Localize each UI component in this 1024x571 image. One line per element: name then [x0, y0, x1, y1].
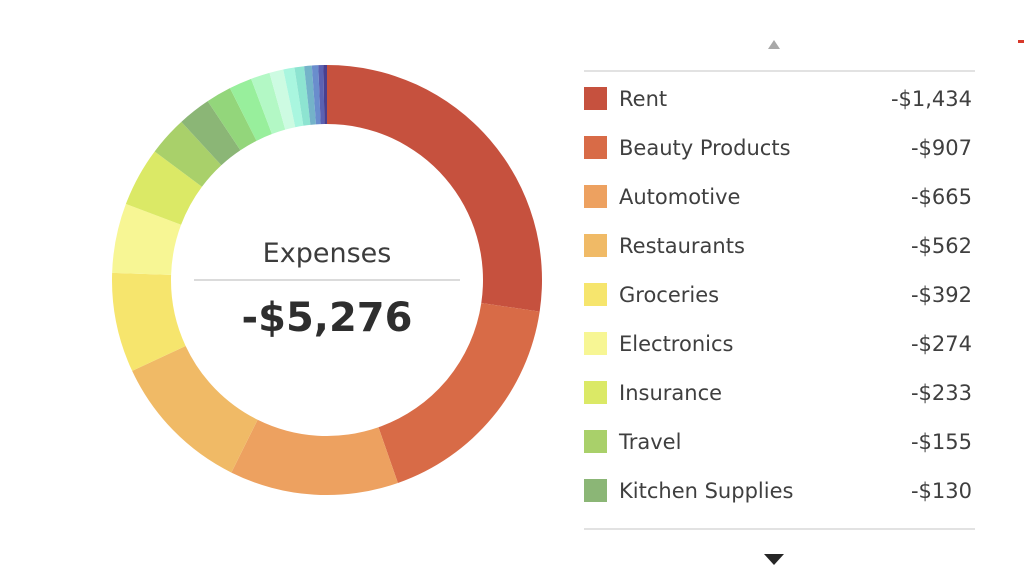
legend-divider-bottom	[584, 528, 975, 530]
donut-slice-other-11[interactable]	[251, 72, 286, 135]
legend-swatch	[584, 87, 607, 110]
legend-label: Beauty Products	[619, 135, 791, 160]
chart-title: Expenses	[263, 238, 392, 269]
donut-slice-groceries[interactable]	[112, 272, 186, 371]
donut-slice-automotive[interactable]	[231, 419, 398, 495]
legend-item[interactable]: Automotive -$665	[584, 172, 975, 221]
legend-swatch	[584, 136, 607, 159]
legend-label: Restaurants	[619, 233, 745, 258]
legend-item[interactable]: Insurance -$233	[584, 368, 975, 417]
legend-item[interactable]: Beauty Products -$907	[584, 123, 975, 172]
legend-value: -$665	[910, 184, 972, 209]
legend-swatch	[584, 430, 607, 453]
legend-value: -$392	[910, 282, 972, 307]
donut-slice-beauty-products[interactable]	[378, 302, 540, 483]
donut-slice-other-13[interactable]	[283, 67, 304, 128]
legend-value: -$130	[910, 478, 972, 503]
legend-label: Insurance	[619, 380, 723, 405]
legend-value: -$562	[910, 233, 972, 258]
legend-value: -$155	[910, 429, 972, 454]
legend-swatch	[584, 381, 607, 404]
donut-slice-other-9[interactable]	[207, 88, 257, 151]
scroll-down-icon[interactable]	[764, 554, 784, 565]
legend-label: Rent	[619, 86, 668, 111]
donut-slice-insurance[interactable]	[125, 151, 202, 225]
donut-slice-other-12[interactable]	[269, 69, 296, 130]
legend-item[interactable]: Travel -$155	[584, 417, 975, 466]
donut-slice-other-15[interactable]	[304, 65, 316, 125]
donut-slice-travel[interactable]	[154, 121, 222, 187]
donut-slice-other-16[interactable]	[311, 65, 321, 125]
donut-slice-rent[interactable]	[327, 65, 542, 312]
donut-slice-other-18[interactable]	[323, 65, 327, 125]
legend-divider-top	[584, 70, 975, 72]
legend-item[interactable]: Kitchen Supplies -$130	[584, 466, 975, 515]
legend-value: -$1,434	[890, 86, 972, 111]
legend-list: Rent -$1,434 Beauty Products -$907 Automotiv…	[584, 74, 975, 515]
legend-item[interactable]: Restaurants -$562	[584, 221, 975, 270]
legend-label: Travel	[619, 429, 682, 454]
legend-label: Groceries	[619, 282, 720, 307]
legend-swatch	[584, 234, 607, 257]
legend-swatch	[584, 332, 607, 355]
legend-label: Kitchen Supplies	[619, 478, 794, 503]
donut-slices	[112, 65, 542, 495]
donut-slice-restaurants[interactable]	[132, 345, 258, 473]
donut-slice-electronics[interactable]	[112, 203, 182, 275]
legend-item[interactable]: Electronics -$274	[584, 319, 975, 368]
donut-slice-other-17[interactable]	[318, 65, 325, 125]
legend-value: -$907	[910, 135, 972, 160]
chart-total: -$5,276	[242, 295, 413, 341]
legend-value: -$233	[910, 380, 972, 405]
legend-value: -$274	[910, 331, 972, 356]
scroll-up-icon[interactable]	[768, 40, 780, 49]
donut-slice-other-14[interactable]	[294, 66, 311, 126]
donut-slice-other-10[interactable]	[229, 78, 272, 141]
legend-item[interactable]: Rent -$1,434	[584, 74, 975, 123]
legend-label: Automotive	[619, 184, 741, 209]
edge-mark	[1018, 40, 1024, 43]
legend-swatch	[584, 479, 607, 502]
legend-label: Electronics	[619, 331, 734, 356]
donut-slice-kitchen-supplies[interactable]	[181, 101, 241, 166]
legend-item[interactable]: Groceries -$392	[584, 270, 975, 319]
legend-swatch	[584, 283, 607, 306]
legend: Rent -$1,434 Beauty Products -$907 Automotiv…	[584, 30, 975, 571]
legend-swatch	[584, 185, 607, 208]
